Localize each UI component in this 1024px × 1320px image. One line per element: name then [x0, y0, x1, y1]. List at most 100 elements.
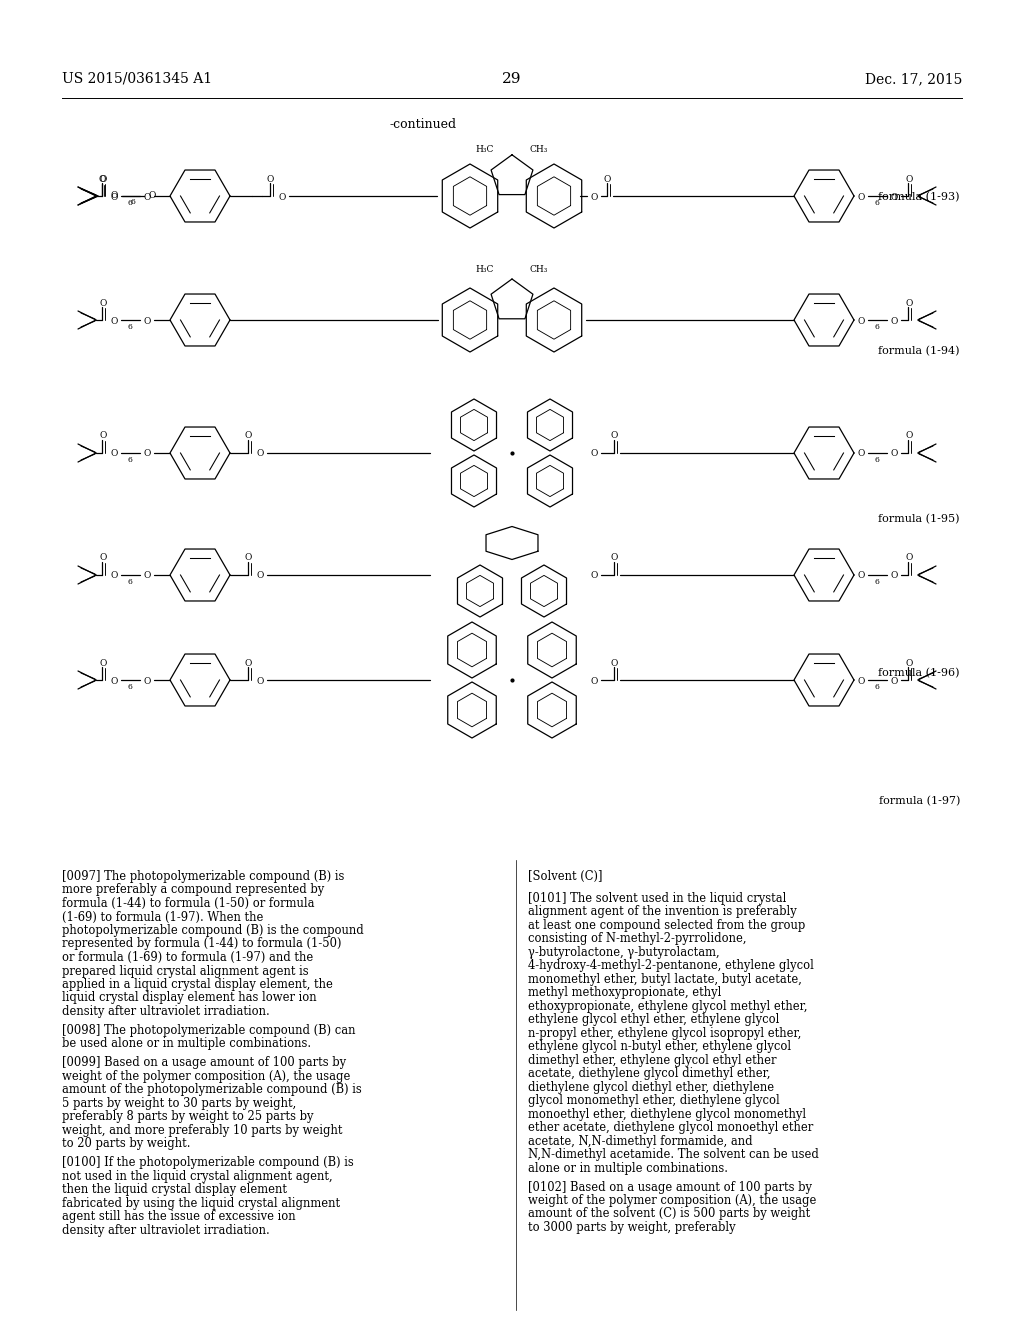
Text: O: O: [857, 676, 864, 685]
Text: ethoxypropionate, ethylene glycol methyl ether,: ethoxypropionate, ethylene glycol methyl…: [528, 999, 808, 1012]
Text: O: O: [111, 676, 118, 685]
Text: O: O: [111, 572, 118, 581]
Text: alone or in multiple combinations.: alone or in multiple combinations.: [528, 1162, 728, 1175]
Text: agent still has the issue of excessive ion: agent still has the issue of excessive i…: [62, 1210, 296, 1224]
Text: [0098] The photopolymerizable compound (B) can: [0098] The photopolymerizable compound (…: [62, 1024, 355, 1038]
Text: 6: 6: [131, 198, 135, 206]
Text: O: O: [590, 572, 598, 581]
Text: alignment agent of the invention is preferably: alignment agent of the invention is pref…: [528, 906, 797, 919]
Text: 6: 6: [874, 682, 880, 690]
Text: or formula (1-69) to formula (1-97) and the: or formula (1-69) to formula (1-97) and …: [62, 950, 313, 964]
Text: monomethyl ether, butyl lactate, butyl acetate,: monomethyl ether, butyl lactate, butyl a…: [528, 973, 802, 986]
Text: O: O: [99, 659, 106, 668]
Text: diethylene glycol diethyl ether, diethylene: diethylene glycol diethyl ether, diethyl…: [528, 1081, 774, 1093]
Text: represented by formula (1-44) to formula (1-50): represented by formula (1-44) to formula…: [62, 937, 341, 950]
Text: O: O: [111, 191, 118, 201]
Text: 4-hydroxy-4-methyl-2-pentanone, ethylene glycol: 4-hydroxy-4-methyl-2-pentanone, ethylene…: [528, 960, 814, 972]
Text: ether acetate, diethylene glycol monoethyl ether: ether acetate, diethylene glycol monoeth…: [528, 1121, 813, 1134]
Text: 29: 29: [502, 73, 522, 86]
Text: more preferably a compound represented by: more preferably a compound represented b…: [62, 883, 325, 896]
Text: O: O: [148, 191, 156, 201]
Text: O: O: [857, 450, 864, 458]
Text: be used alone or in multiple combinations.: be used alone or in multiple combination…: [62, 1038, 311, 1051]
Text: formula (1-95): formula (1-95): [879, 513, 961, 524]
Text: [0102] Based on a usage amount of 100 parts by: [0102] Based on a usage amount of 100 pa…: [528, 1180, 812, 1193]
Text: photopolymerizable compound (B) is the compound: photopolymerizable compound (B) is the c…: [62, 924, 364, 937]
Text: prepared liquid crystal alignment agent is: prepared liquid crystal alignment agent …: [62, 965, 308, 978]
Text: O: O: [890, 676, 898, 685]
Text: [Solvent (C)]: [Solvent (C)]: [528, 870, 602, 883]
Text: 6: 6: [128, 682, 132, 690]
Text: O: O: [111, 193, 118, 202]
Text: γ-butyrolactone, γ-butyrolactam,: γ-butyrolactone, γ-butyrolactam,: [528, 945, 720, 958]
Text: weight of the polymer composition (A), the usage: weight of the polymer composition (A), t…: [62, 1069, 350, 1082]
Text: 6: 6: [874, 578, 880, 586]
Text: formula (1-93): formula (1-93): [879, 193, 961, 202]
Text: 6: 6: [128, 199, 132, 207]
Text: O: O: [890, 193, 898, 202]
Text: O: O: [143, 193, 151, 202]
Text: [0099] Based on a usage amount of 100 parts by: [0099] Based on a usage amount of 100 pa…: [62, 1056, 346, 1069]
Text: O: O: [98, 176, 105, 185]
Text: density after ultraviolet irradiation.: density after ultraviolet irradiation.: [62, 1005, 269, 1018]
Text: O: O: [143, 676, 151, 685]
Text: not used in the liquid crystal alignment agent,: not used in the liquid crystal alignment…: [62, 1170, 333, 1183]
Text: O: O: [857, 572, 864, 581]
Text: n-propyl ether, ethylene glycol isopropyl ether,: n-propyl ether, ethylene glycol isopropy…: [528, 1027, 802, 1040]
Text: -continued: -continued: [390, 117, 457, 131]
Text: O: O: [857, 193, 864, 202]
Text: [0101] The solvent used in the liquid crystal: [0101] The solvent used in the liquid cr…: [528, 891, 786, 904]
Text: ethylene glycol ethyl ether, ethylene glycol: ethylene glycol ethyl ether, ethylene gl…: [528, 1014, 779, 1026]
Text: formula (1-96): formula (1-96): [879, 668, 961, 678]
Text: density after ultraviolet irradiation.: density after ultraviolet irradiation.: [62, 1224, 269, 1237]
Text: liquid crystal display element has lower ion: liquid crystal display element has lower…: [62, 991, 316, 1005]
Text: O: O: [890, 450, 898, 458]
Text: applied in a liquid crystal display element, the: applied in a liquid crystal display elem…: [62, 978, 333, 991]
Text: (1-69) to formula (1-97). When the: (1-69) to formula (1-97). When the: [62, 911, 263, 924]
Text: [0097] The photopolymerizable compound (B) is: [0097] The photopolymerizable compound (…: [62, 870, 344, 883]
Text: formula (1-44) to formula (1-50) or formula: formula (1-44) to formula (1-50) or form…: [62, 898, 314, 909]
Text: weight, and more preferably 10 parts by weight: weight, and more preferably 10 parts by …: [62, 1123, 342, 1137]
Text: O: O: [99, 432, 106, 441]
Text: then the liquid crystal display element: then the liquid crystal display element: [62, 1183, 287, 1196]
Text: amount of the solvent (C) is 500 parts by weight: amount of the solvent (C) is 500 parts b…: [528, 1208, 810, 1221]
Text: O: O: [256, 676, 264, 685]
Text: O: O: [857, 317, 864, 326]
Text: 6: 6: [874, 323, 880, 331]
Text: O: O: [890, 317, 898, 326]
Text: acetate, diethylene glycol dimethyl ether,: acetate, diethylene glycol dimethyl ethe…: [528, 1067, 770, 1080]
Text: methyl methoxypropionate, ethyl: methyl methoxypropionate, ethyl: [528, 986, 721, 999]
Text: O: O: [111, 317, 118, 326]
Text: H₃C: H₃C: [475, 265, 494, 275]
Text: O: O: [590, 193, 598, 202]
Text: Dec. 17, 2015: Dec. 17, 2015: [864, 73, 962, 86]
Text: O: O: [143, 450, 151, 458]
Text: O: O: [905, 659, 912, 668]
Text: O: O: [266, 174, 273, 183]
Text: O: O: [890, 572, 898, 581]
Text: to 3000 parts by weight, preferably: to 3000 parts by weight, preferably: [528, 1221, 735, 1234]
Text: O: O: [610, 659, 617, 668]
Text: H₃C: H₃C: [475, 144, 494, 153]
Text: 6: 6: [874, 455, 880, 465]
Text: to 20 parts by weight.: to 20 parts by weight.: [62, 1138, 190, 1150]
Text: N,N-dimethyl acetamide. The solvent can be used: N,N-dimethyl acetamide. The solvent can …: [528, 1148, 819, 1162]
Text: ethylene glycol n-butyl ether, ethylene glycol: ethylene glycol n-butyl ether, ethylene …: [528, 1040, 792, 1053]
Text: CH₃: CH₃: [530, 265, 549, 275]
Text: O: O: [590, 450, 598, 458]
Text: O: O: [245, 553, 252, 562]
Text: O: O: [99, 298, 106, 308]
Text: O: O: [610, 432, 617, 441]
Text: US 2015/0361345 A1: US 2015/0361345 A1: [62, 73, 212, 86]
Text: acetate, N,N-dimethyl formamide, and: acetate, N,N-dimethyl formamide, and: [528, 1135, 753, 1147]
Text: O: O: [905, 553, 912, 562]
Text: O: O: [279, 193, 286, 202]
Text: glycol monomethyl ether, diethylene glycol: glycol monomethyl ether, diethylene glyc…: [528, 1094, 779, 1107]
Text: O: O: [610, 553, 617, 562]
Text: O: O: [256, 450, 264, 458]
Text: at least one compound selected from the group: at least one compound selected from the …: [528, 919, 805, 932]
Text: preferably 8 parts by weight to 25 parts by: preferably 8 parts by weight to 25 parts…: [62, 1110, 313, 1123]
Text: 6: 6: [874, 199, 880, 207]
Text: monoethyl ether, diethylene glycol monomethyl: monoethyl ether, diethylene glycol monom…: [528, 1107, 806, 1121]
Text: 6: 6: [128, 578, 132, 586]
